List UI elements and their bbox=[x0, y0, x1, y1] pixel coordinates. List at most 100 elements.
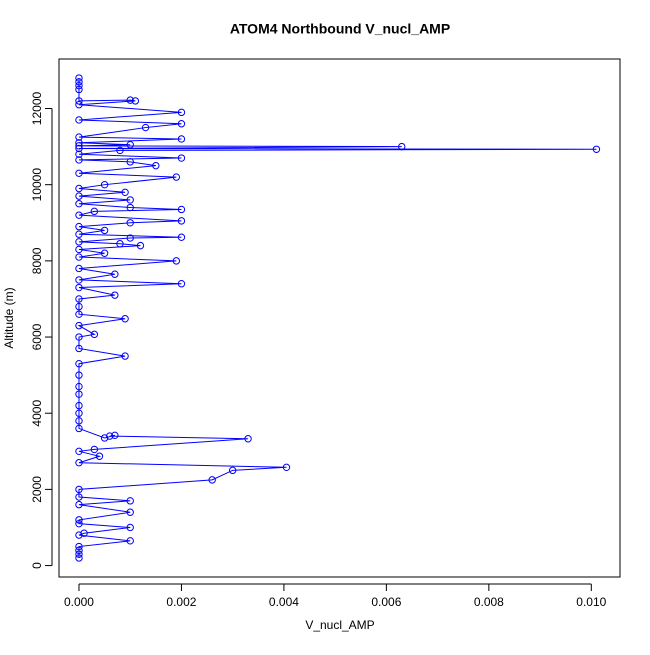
data-point bbox=[121, 315, 129, 323]
data-point bbox=[95, 452, 104, 460]
data-point bbox=[136, 241, 145, 250]
data-point bbox=[177, 280, 186, 288]
data-point bbox=[75, 447, 83, 456]
data-point bbox=[100, 226, 109, 235]
data-point bbox=[75, 81, 83, 90]
data-point bbox=[100, 249, 109, 257]
x-tick-label: 0.008 bbox=[474, 595, 504, 609]
data-point bbox=[100, 180, 109, 189]
data-point bbox=[75, 542, 83, 551]
data-point bbox=[75, 382, 83, 391]
x-tick-label: 0.004 bbox=[269, 595, 299, 609]
data-point bbox=[208, 476, 216, 484]
data-point bbox=[75, 116, 83, 124]
data-point bbox=[75, 310, 83, 318]
data-point bbox=[177, 217, 186, 225]
y-axis-label: Altitude (m) bbox=[2, 287, 16, 348]
data-point bbox=[75, 139, 83, 147]
data-point bbox=[75, 85, 83, 94]
data-point bbox=[75, 211, 83, 219]
data-point bbox=[126, 219, 134, 227]
data-point bbox=[75, 101, 83, 109]
data-point bbox=[126, 203, 134, 212]
y-tick-label: 12000 bbox=[30, 92, 44, 126]
x-tick-label: 0.002 bbox=[166, 595, 196, 609]
data-point bbox=[126, 234, 134, 242]
data-point bbox=[228, 466, 237, 475]
data-point bbox=[75, 302, 83, 311]
data-point bbox=[75, 230, 83, 238]
data-point bbox=[90, 445, 99, 454]
plot-box bbox=[58, 58, 621, 578]
data-point bbox=[75, 401, 83, 410]
data-point bbox=[75, 371, 83, 379]
data-point bbox=[398, 142, 406, 151]
data-point bbox=[75, 253, 83, 261]
data-point bbox=[75, 276, 83, 284]
data-point bbox=[75, 493, 83, 501]
data-point bbox=[75, 390, 83, 398]
data-point bbox=[75, 264, 83, 273]
data-point bbox=[75, 516, 83, 524]
data-point bbox=[75, 222, 83, 231]
data-point bbox=[75, 546, 83, 555]
data-point bbox=[121, 352, 129, 360]
data-point bbox=[75, 360, 83, 368]
y-tick-label: 4000 bbox=[30, 400, 44, 427]
data-point bbox=[177, 120, 186, 128]
data-point bbox=[106, 432, 114, 440]
data-point bbox=[75, 169, 83, 177]
data-point bbox=[75, 424, 83, 433]
data-point bbox=[75, 156, 83, 164]
data-point bbox=[75, 150, 83, 158]
data-point bbox=[121, 188, 129, 197]
data-point bbox=[75, 142, 83, 150]
data-point bbox=[126, 140, 134, 149]
data-point bbox=[126, 158, 134, 166]
data-point bbox=[75, 144, 83, 153]
data-point bbox=[75, 200, 83, 208]
data-point bbox=[90, 330, 99, 339]
y-tick-label: 0 bbox=[30, 562, 44, 569]
data-point bbox=[75, 554, 83, 562]
x-tick-label: 0.000 bbox=[64, 595, 94, 609]
data-point bbox=[75, 245, 83, 254]
data-point bbox=[116, 240, 124, 248]
chart-title: ATOM4 Northbound V_nucl_AMP bbox=[230, 21, 450, 37]
y-tick-label: 10000 bbox=[30, 168, 44, 202]
data-point bbox=[75, 238, 83, 246]
data-point bbox=[75, 295, 83, 303]
data-point bbox=[172, 257, 181, 265]
data-line bbox=[77, 78, 597, 558]
data-point bbox=[75, 333, 83, 341]
data-point bbox=[177, 205, 186, 214]
data-point bbox=[111, 431, 119, 440]
data-point bbox=[75, 192, 83, 200]
data-point bbox=[126, 96, 134, 104]
data-point bbox=[152, 161, 160, 170]
x-axis-label: V_nucl_AMP bbox=[305, 618, 374, 632]
data-point bbox=[75, 409, 83, 417]
x-tick-label: 0.010 bbox=[576, 595, 606, 609]
data-point bbox=[75, 133, 83, 141]
x-tick-label: 0.006 bbox=[371, 595, 401, 609]
data-point bbox=[75, 550, 83, 558]
data-point bbox=[75, 344, 83, 353]
data-point bbox=[177, 233, 186, 241]
data-point bbox=[75, 97, 83, 105]
data-point bbox=[592, 145, 601, 153]
data-point bbox=[80, 529, 88, 537]
data-point bbox=[75, 417, 83, 425]
data-point bbox=[126, 537, 134, 545]
data-point bbox=[131, 97, 140, 105]
y-tick-label: 8000 bbox=[30, 247, 44, 274]
data-point bbox=[126, 508, 134, 516]
data-point bbox=[177, 135, 186, 143]
y-tick-label: 2000 bbox=[30, 476, 44, 503]
data-point bbox=[75, 519, 83, 528]
data-point bbox=[111, 270, 119, 278]
data-point bbox=[244, 435, 252, 443]
data-point bbox=[126, 196, 134, 204]
